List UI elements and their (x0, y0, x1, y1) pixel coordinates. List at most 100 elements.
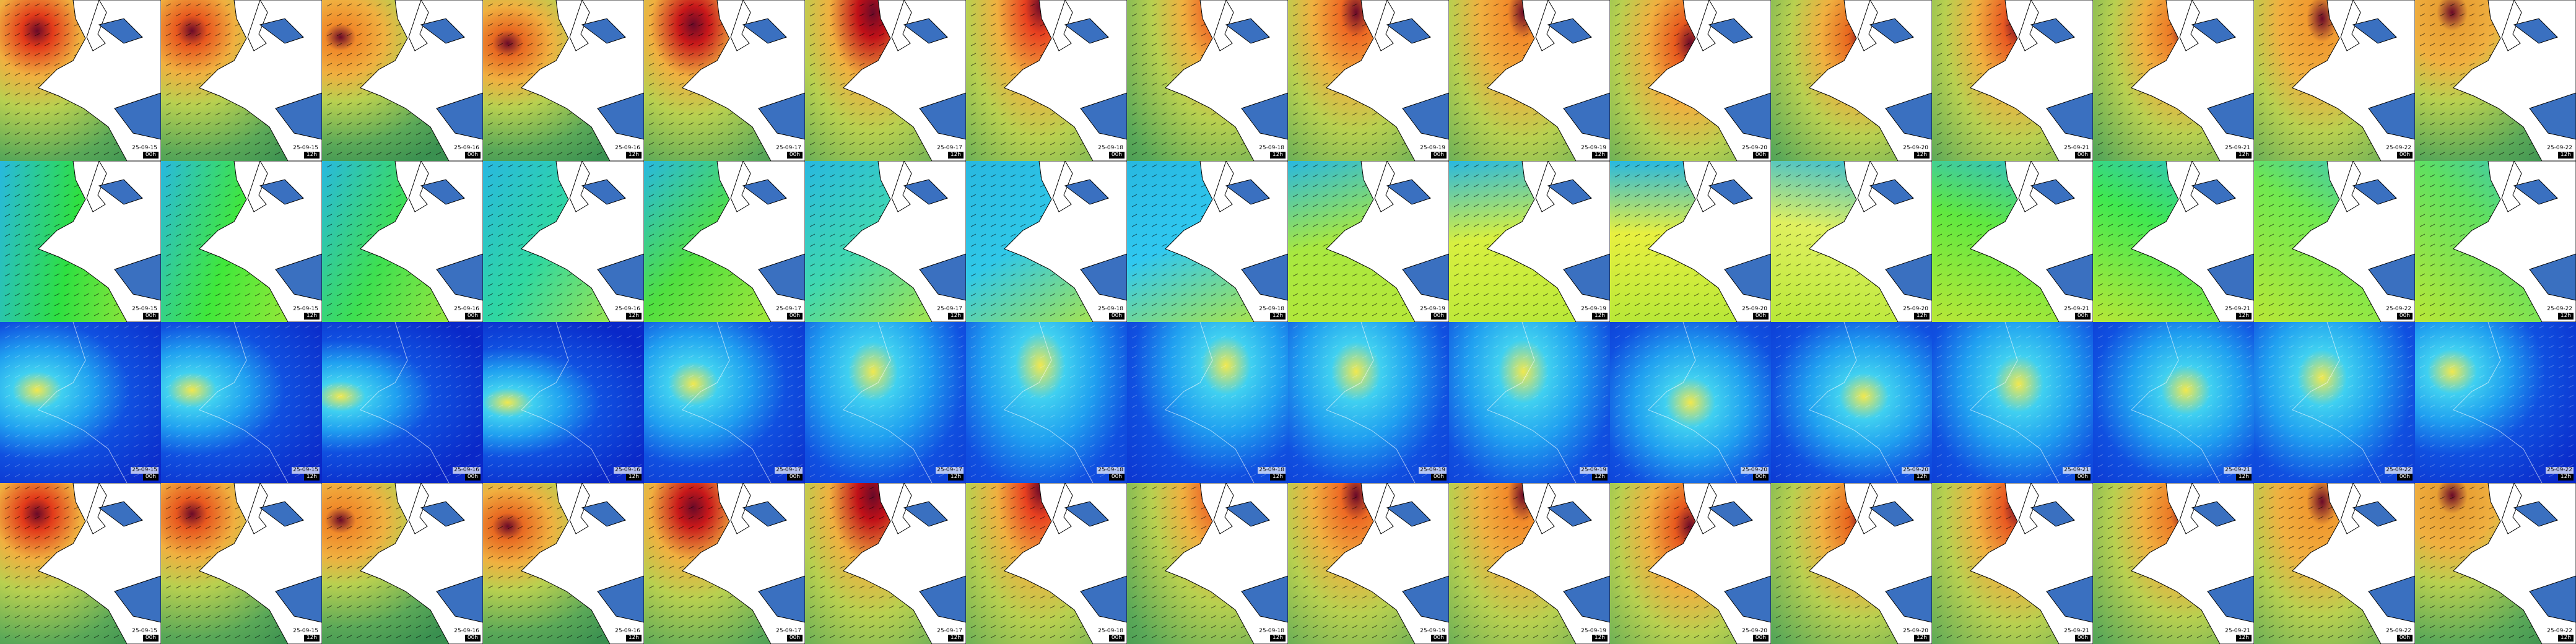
map-tile: 25-09-15 12h (161, 0, 322, 161)
map-tile: 25-09-22 00h (2254, 0, 2415, 161)
date: 25-09-20 (1741, 145, 1769, 152)
timestamp: 25-09-19 12h (1580, 145, 1608, 159)
time: 12h (1269, 152, 1286, 159)
map-tile: 25-09-22 12h (2415, 483, 2576, 644)
date: 25-09-16 (614, 145, 642, 152)
map-tile: 25-09-18 00h (966, 161, 1127, 322)
map-tile: 25-09-16 12h (483, 161, 644, 322)
timestamp: 25-09-18 12h (1258, 628, 1286, 642)
date: 25-09-21 (2224, 145, 2252, 152)
time: 00h (142, 474, 159, 481)
map-tile: 25-09-15 12h (161, 161, 322, 322)
map (970, 161, 1127, 322)
time: 12h (303, 152, 320, 159)
timestamp: 25-09-20 00h (1741, 467, 1769, 481)
date: 25-09-19 (1419, 306, 1447, 313)
date: 25-09-22 (2546, 467, 2574, 474)
date: 25-09-17 (775, 306, 803, 313)
date: 25-09-15 (131, 467, 159, 474)
date: 25-09-21 (2063, 467, 2091, 474)
time: 00h (464, 152, 481, 159)
time: 12h (303, 635, 320, 642)
date: 25-09-19 (1580, 628, 1608, 635)
map (1131, 322, 1286, 483)
timestamp: 25-09-22 12h (2546, 467, 2574, 481)
map-tile: 25-09-17 12h (805, 0, 966, 161)
map-tile: 25-09-19 12h (1449, 161, 1610, 322)
map-tile: 25-09-17 00h (644, 0, 805, 161)
time: 12h (947, 635, 964, 642)
map-tile: 25-09-21 12h (2093, 483, 2254, 644)
date: 25-09-16 (453, 145, 481, 152)
map (1936, 322, 2091, 483)
time: 12h (2235, 635, 2252, 642)
date: 25-09-21 (2224, 628, 2252, 635)
map-tile: 25-09-16 12h (483, 322, 644, 483)
time: 12h (1269, 635, 1286, 642)
timestamp: 25-09-22 00h (2385, 467, 2413, 481)
time: 00h (2396, 152, 2413, 159)
time: 12h (1591, 474, 1608, 481)
timestamp: 25-09-18 12h (1258, 306, 1286, 320)
time: 00h (1752, 152, 1769, 159)
map (1775, 0, 1932, 161)
time: 12h (1591, 313, 1608, 320)
map-tile: 25-09-21 12h (2093, 0, 2254, 161)
timestamp: 25-09-21 12h (2224, 628, 2252, 642)
date: 25-09-18 (1258, 467, 1286, 474)
map-tile: 25-09-21 12h (2093, 322, 2254, 483)
map (326, 161, 483, 322)
map (970, 0, 1127, 161)
date: 25-09-16 (453, 467, 481, 474)
time: 12h (2235, 152, 2252, 159)
map-tile: 25-09-18 12h (1127, 322, 1288, 483)
time: 00h (786, 635, 803, 642)
time: 00h (2396, 313, 2413, 320)
date: 25-09-21 (2224, 467, 2252, 474)
time: 12h (1591, 635, 1608, 642)
time: 00h (1752, 313, 1769, 320)
date: 25-09-21 (2063, 306, 2091, 313)
map-tile: 25-09-20 12h (1771, 0, 1932, 161)
map (487, 161, 644, 322)
timestamp: 25-09-19 12h (1580, 467, 1608, 481)
date: 25-09-22 (2385, 145, 2413, 152)
timestamp: 25-09-21 12h (2224, 467, 2252, 481)
date: 25-09-19 (1419, 628, 1447, 635)
timestamp: 25-09-15 12h (292, 306, 320, 320)
map-tile: 25-09-17 12h (805, 322, 966, 483)
map (1131, 0, 1288, 161)
time: 12h (625, 313, 642, 320)
time: 00h (1752, 474, 1769, 481)
map (1614, 483, 1771, 644)
map-tile: 25-09-16 12h (483, 483, 644, 644)
map (2419, 483, 2576, 644)
map (1292, 483, 1449, 644)
map-tile: 25-09-15 00h (0, 483, 161, 644)
timestamp: 25-09-18 00h (1097, 467, 1125, 481)
map-tile: 25-09-20 00h (1610, 322, 1771, 483)
timestamp: 25-09-19 00h (1419, 628, 1447, 642)
date: 25-09-17 (936, 467, 964, 474)
map (1775, 483, 1932, 644)
map (326, 483, 483, 644)
time: 00h (142, 152, 159, 159)
time: 12h (947, 152, 964, 159)
map-tile: 25-09-16 00h (322, 322, 483, 483)
map (2097, 322, 2252, 483)
map (2419, 322, 2574, 483)
time: 00h (1108, 313, 1125, 320)
time: 12h (1269, 313, 1286, 320)
timestamp: 25-09-15 12h (292, 145, 320, 159)
date: 25-09-17 (936, 306, 964, 313)
time: 00h (786, 313, 803, 320)
time: 12h (1913, 313, 1930, 320)
map (648, 483, 805, 644)
time: 12h (625, 152, 642, 159)
map (4, 483, 161, 644)
timestamp: 25-09-19 12h (1580, 628, 1608, 642)
time: 00h (1752, 635, 1769, 642)
time: 12h (947, 474, 964, 481)
time: 12h (1913, 635, 1930, 642)
map-tile: 25-09-21 00h (1932, 161, 2093, 322)
